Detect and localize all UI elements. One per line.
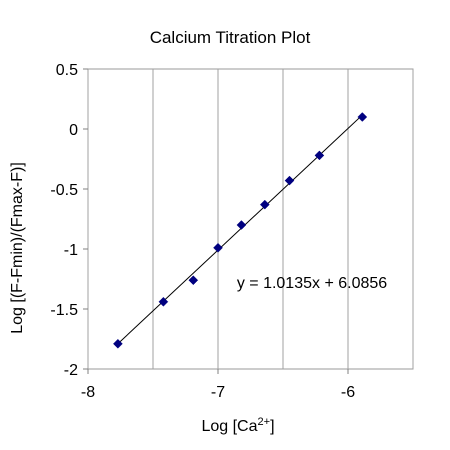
y-axis-title: Log [(F-Fmin)/(Fmax-F)] [9, 162, 26, 334]
data-point [236, 220, 247, 230]
x-tick-label: -6 [341, 384, 355, 401]
y-tick-label: -2 [64, 362, 78, 379]
chart-title: Calcium Titration Plot [150, 28, 311, 47]
data-point [259, 199, 270, 210]
y-tick-label: 0 [69, 122, 78, 139]
data-point [188, 275, 199, 286]
x-axis-title-suffix: ] [270, 418, 274, 435]
data-point [357, 112, 368, 122]
y-axis-ticks: 0.5 0 -0.5 -1 -1.5 -2 [50, 62, 88, 379]
data-point [314, 150, 325, 161]
data-points [113, 112, 368, 349]
trendline-equation: y = 1.0135x + 6.0856 [237, 275, 387, 292]
x-axis-title: Log [Ca2+] [201, 416, 274, 435]
data-point [284, 175, 295, 186]
x-axis-title-base: Log [Ca [201, 418, 257, 435]
x-axis-title-superscript: 2+ [258, 416, 271, 428]
y-tick-label: -1 [64, 242, 78, 259]
x-tick-label: -7 [211, 384, 225, 401]
data-point [213, 242, 223, 253]
y-tick-label: 0.5 [56, 62, 78, 79]
trendline-group [117, 114, 363, 345]
y-tick-label: -1.5 [50, 302, 78, 319]
trendline [117, 114, 363, 345]
y-tick-label: -0.5 [50, 182, 78, 199]
gridlines [87, 69, 414, 369]
x-tick-label: -8 [81, 384, 95, 401]
x-axis-ticks: -8 -7 -6 [81, 369, 355, 401]
data-point [113, 338, 123, 349]
data-point [158, 296, 169, 307]
